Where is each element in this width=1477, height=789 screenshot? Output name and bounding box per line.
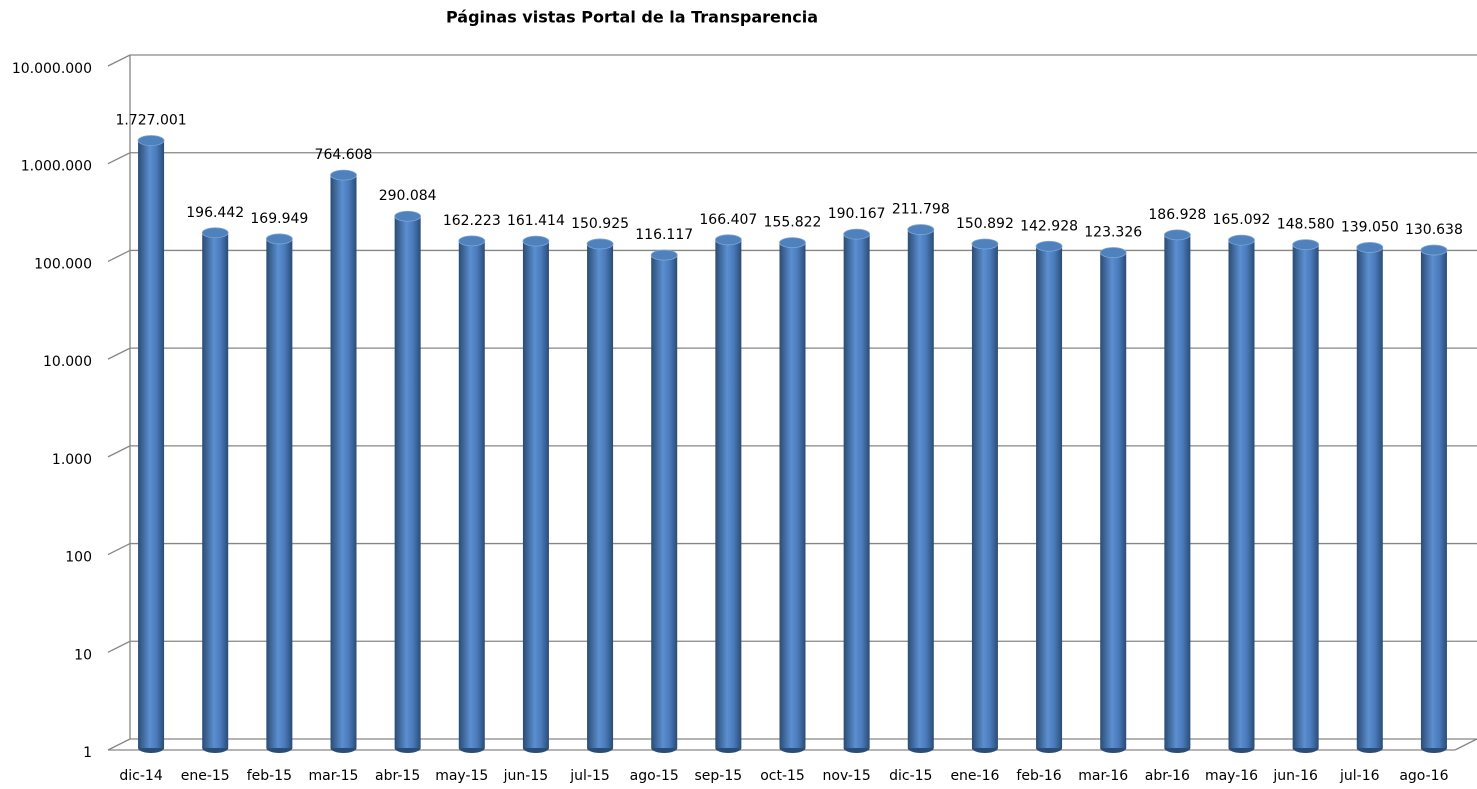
bar-top [1228,234,1255,246]
bar [843,234,870,748]
value-label: 150.892 [956,216,1014,232]
value-label: 290.084 [379,188,437,204]
x-tick-label: jul-15 [569,768,610,784]
value-label: 139.050 [1341,219,1399,235]
bar-top [843,228,871,240]
chart-title: Páginas vistas Portal de la Transparenci… [446,8,818,27]
value-label: 123.326 [1084,225,1142,241]
bar-top [1099,247,1127,258]
bar-top [1163,229,1191,241]
bar [1292,244,1319,748]
value-label: 148.580 [1277,217,1335,233]
x-tick-label: jun-16 [1272,768,1318,784]
x-tick-label: ago-16 [1399,768,1448,784]
x-tick-label: oct-15 [760,768,805,784]
bar [330,175,357,748]
value-label: 169.949 [250,211,308,227]
bar-top [201,227,229,239]
bar [1420,250,1447,748]
y-tick-label: 1.000.000 [21,159,92,175]
y-tick-label: 10.000.000 [12,61,92,77]
x-tick-label: may-15 [435,768,488,784]
value-label: 165.092 [1213,212,1271,228]
x-tick-label: feb-15 [247,768,292,784]
grid-line [107,152,1477,165]
value-label: 196.442 [186,205,244,221]
y-tick-label: 1 [83,745,92,761]
bar [651,255,678,748]
x-tick-label: ene-15 [181,768,230,784]
x-tick-label: abr-15 [375,768,420,784]
value-label: 116.117 [635,227,693,243]
bar [1100,252,1127,748]
value-label: 155.822 [764,215,822,231]
bar-top [265,233,293,245]
bar [202,232,229,748]
x-tick-label: mar-16 [1078,768,1128,784]
x-tick-label: jun-15 [503,768,549,784]
value-label: 161.414 [507,213,565,229]
bar [779,242,806,748]
y-tick-label: 10.000 [43,354,92,370]
bar-top [1035,240,1063,252]
bar [971,243,998,748]
x-tick-label: nov-15 [823,768,871,784]
x-tick-label: ago-15 [630,768,679,784]
value-label: 166.407 [699,212,757,228]
bar-top [907,224,935,235]
value-label: 1.727.001 [115,113,186,129]
x-tick-label: may-16 [1205,768,1258,784]
floor-right [1454,738,1477,751]
x-tick-label: jul-16 [1339,768,1380,784]
bar [1164,234,1191,749]
bar [907,229,934,748]
bar-top [1420,244,1448,256]
bar [1356,247,1383,748]
value-label: 190.167 [828,206,886,222]
bar-top [394,210,422,222]
value-label: 150.925 [571,216,629,232]
bar [715,239,742,748]
x-tick-label: feb-16 [1016,768,1061,784]
bar [522,241,549,748]
bar-top [714,234,742,246]
bar [458,240,485,748]
bar-top [137,135,165,146]
value-label: 211.798 [892,202,950,218]
bar-top [1292,239,1320,251]
bar [587,243,614,748]
value-label: 130.638 [1405,222,1463,238]
x-tick-label: ene-16 [950,768,999,784]
value-label: 186.928 [1148,207,1206,223]
bar [394,216,421,748]
bar [1228,240,1255,748]
y-tick-label: 100 [65,550,92,566]
bar [266,238,293,748]
bar-top [779,237,806,249]
value-label: 162.223 [443,213,501,229]
x-tick-label: sep-15 [695,768,743,784]
bar-top [522,235,550,247]
bar-top [1356,242,1384,253]
y-tick-label: 10 [74,647,92,663]
bar [1036,246,1063,748]
x-tick-label: dic-15 [889,768,932,784]
bar [138,140,165,748]
bar-top [971,238,999,250]
bar-top [586,238,614,250]
value-label: 142.928 [1020,218,1078,234]
x-tick-label: mar-15 [309,768,359,784]
x-tick-label: dic-14 [119,768,162,784]
bar-top [650,249,678,261]
y-tick-label: 1.000 [52,452,92,468]
bar-top [330,169,357,181]
grid-line [107,54,1477,67]
value-label: 764.608 [315,147,373,163]
bar-top [458,235,486,247]
y-tick-label: 100.000 [34,256,92,272]
x-tick-label: abr-16 [1145,768,1190,784]
